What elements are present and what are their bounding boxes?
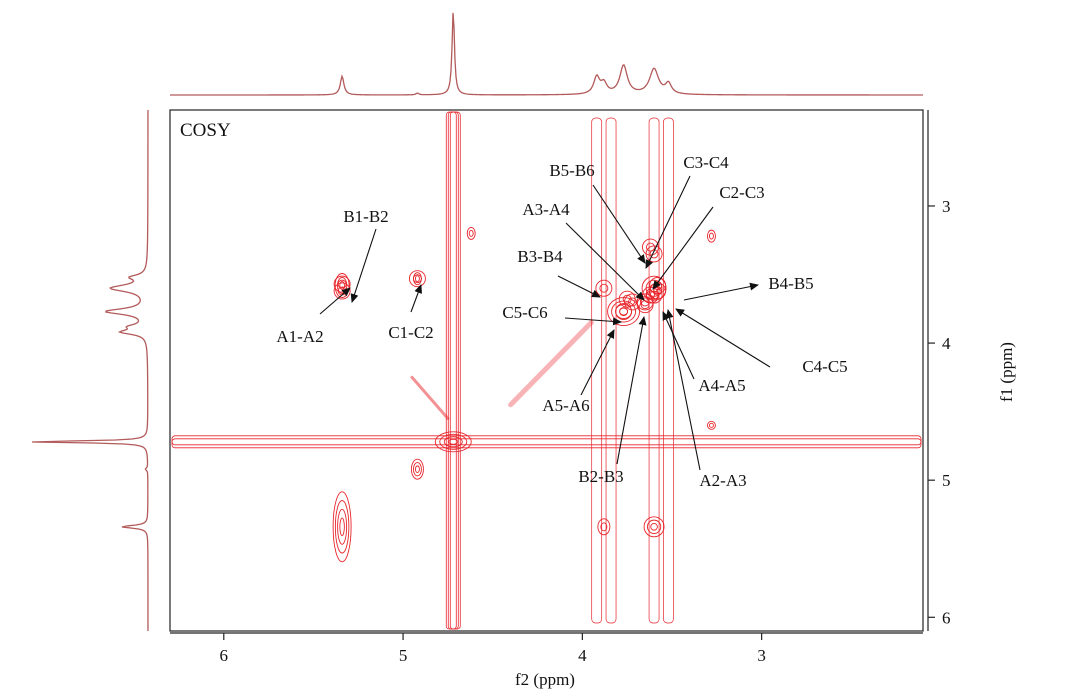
contour-peak [708,422,714,428]
cross-peak-arrow [319,287,351,315]
contour-peak [708,232,714,240]
contour-peak [624,293,642,311]
annotation-layer: B1-B2 A1-A2 C1-C2 B5-B6 C3-C4 C2-C3 A3-A4 B3-B4… [276,153,847,490]
cross-peak-label: B3-B4 [517,247,563,266]
diagonal-ridge [410,375,450,420]
contour-peak [646,519,662,534]
x-tick-label: 5 [399,646,408,665]
contour-peak [600,522,608,532]
cross-peak-arrow [675,308,771,368]
contour-peak [414,465,420,473]
contour-peak [642,238,659,256]
y-tick-label: 6 [942,608,951,627]
contour-peak [628,297,638,307]
cross-peak-label: C4-C5 [802,357,847,376]
contour-peak [636,296,654,314]
contour-layer [171,111,922,630]
contour-peak [641,275,667,301]
contour-peak [339,517,345,536]
contour-peak [649,290,659,300]
contour-peak [439,433,468,450]
vertical-streak-contour [591,117,603,624]
contour-peak [468,229,474,237]
contour-peak [443,436,463,448]
cross-peak-arrow [564,317,622,326]
cross-peak-label: A2-A3 [699,471,746,490]
vertical-streak-contour [663,117,674,624]
contour-peak [334,273,350,298]
contour-peak [414,275,420,283]
cross-peak-arrow [565,222,645,301]
top-projection-spectrum [170,12,923,96]
contour-peak [643,516,665,538]
y-axis-title: f1 (ppm) [997,342,1016,402]
contour-peak [595,279,613,297]
contour-peak [706,420,716,430]
contour-peak [619,307,629,316]
contour-peak [615,303,633,320]
cross-peak-label: B5-B6 [549,161,594,180]
cross-peak-arrow [580,329,615,396]
contour-peak [434,431,472,453]
contour-peak [599,283,609,293]
cross-peak-arrow [616,316,647,465]
y-tick-label: 3 [942,197,951,216]
cross-peak-label: C1-C2 [388,323,433,342]
cross-peak-arrow [665,309,701,471]
y-tick-label: 4 [942,334,951,353]
contour-peak [410,458,424,480]
contour-peak [636,293,654,311]
contour-peak [597,518,611,536]
contour-peak [640,297,650,307]
left-projection-spectrum [31,110,149,631]
x-axis-ticks: 6 5 4 3 [220,633,766,665]
cross-peak-label: A3-A4 [522,200,570,219]
cross-peak-label: C5-C6 [502,303,547,322]
x-tick-label: 4 [578,646,587,665]
cross-peak-label: B2-B3 [578,467,623,486]
contour-peak [412,462,422,477]
contour-peak [640,300,650,310]
contour-peak [332,491,352,563]
cross-peak-arrow [410,284,422,313]
y-tick-label: 5 [942,471,951,490]
diagonal-ridge [508,320,594,408]
cross-peak-arrow [662,311,695,380]
cross-peak-label: B4-B5 [768,274,813,293]
plot-frame [169,109,924,632]
panel-label: COSY [180,120,231,141]
contour-peak [646,242,655,252]
cross-peak-label: A4-A5 [698,376,745,395]
y-axis-ticks: 3 4 5 6 [928,197,951,627]
contour-peak [448,438,459,445]
cross-peak-arrow [350,228,377,303]
cross-peak-label: C3-C4 [683,153,729,172]
x-tick-label: 3 [757,646,766,665]
cross-peak-arrow [592,184,646,264]
cross-peak-arrow [683,282,759,301]
x-tick-label: 6 [220,646,229,665]
contour-peak [334,500,350,554]
x-axis-title: f2 (ppm) [515,670,575,689]
contour-peak [650,523,658,531]
contour-peak [706,229,716,243]
contour-peak [622,294,632,304]
vertical-streak-contour [648,117,660,624]
cross-peak-label: C2-C3 [719,183,764,202]
cross-peak-label: A1-A2 [276,327,323,346]
cross-peak-label: B1-B2 [343,207,388,226]
vertical-streak-contour [605,117,617,624]
water-vertical-contour [445,111,461,630]
cross-peak-label: A5-A6 [542,396,589,415]
contour-peak [466,226,476,240]
cross-peak-arrow [645,175,691,269]
contour-peak [337,508,348,545]
water-horizontal-contour [171,435,922,449]
cross-peak-arrow [557,275,601,298]
cross-peak-arrow [652,206,714,290]
